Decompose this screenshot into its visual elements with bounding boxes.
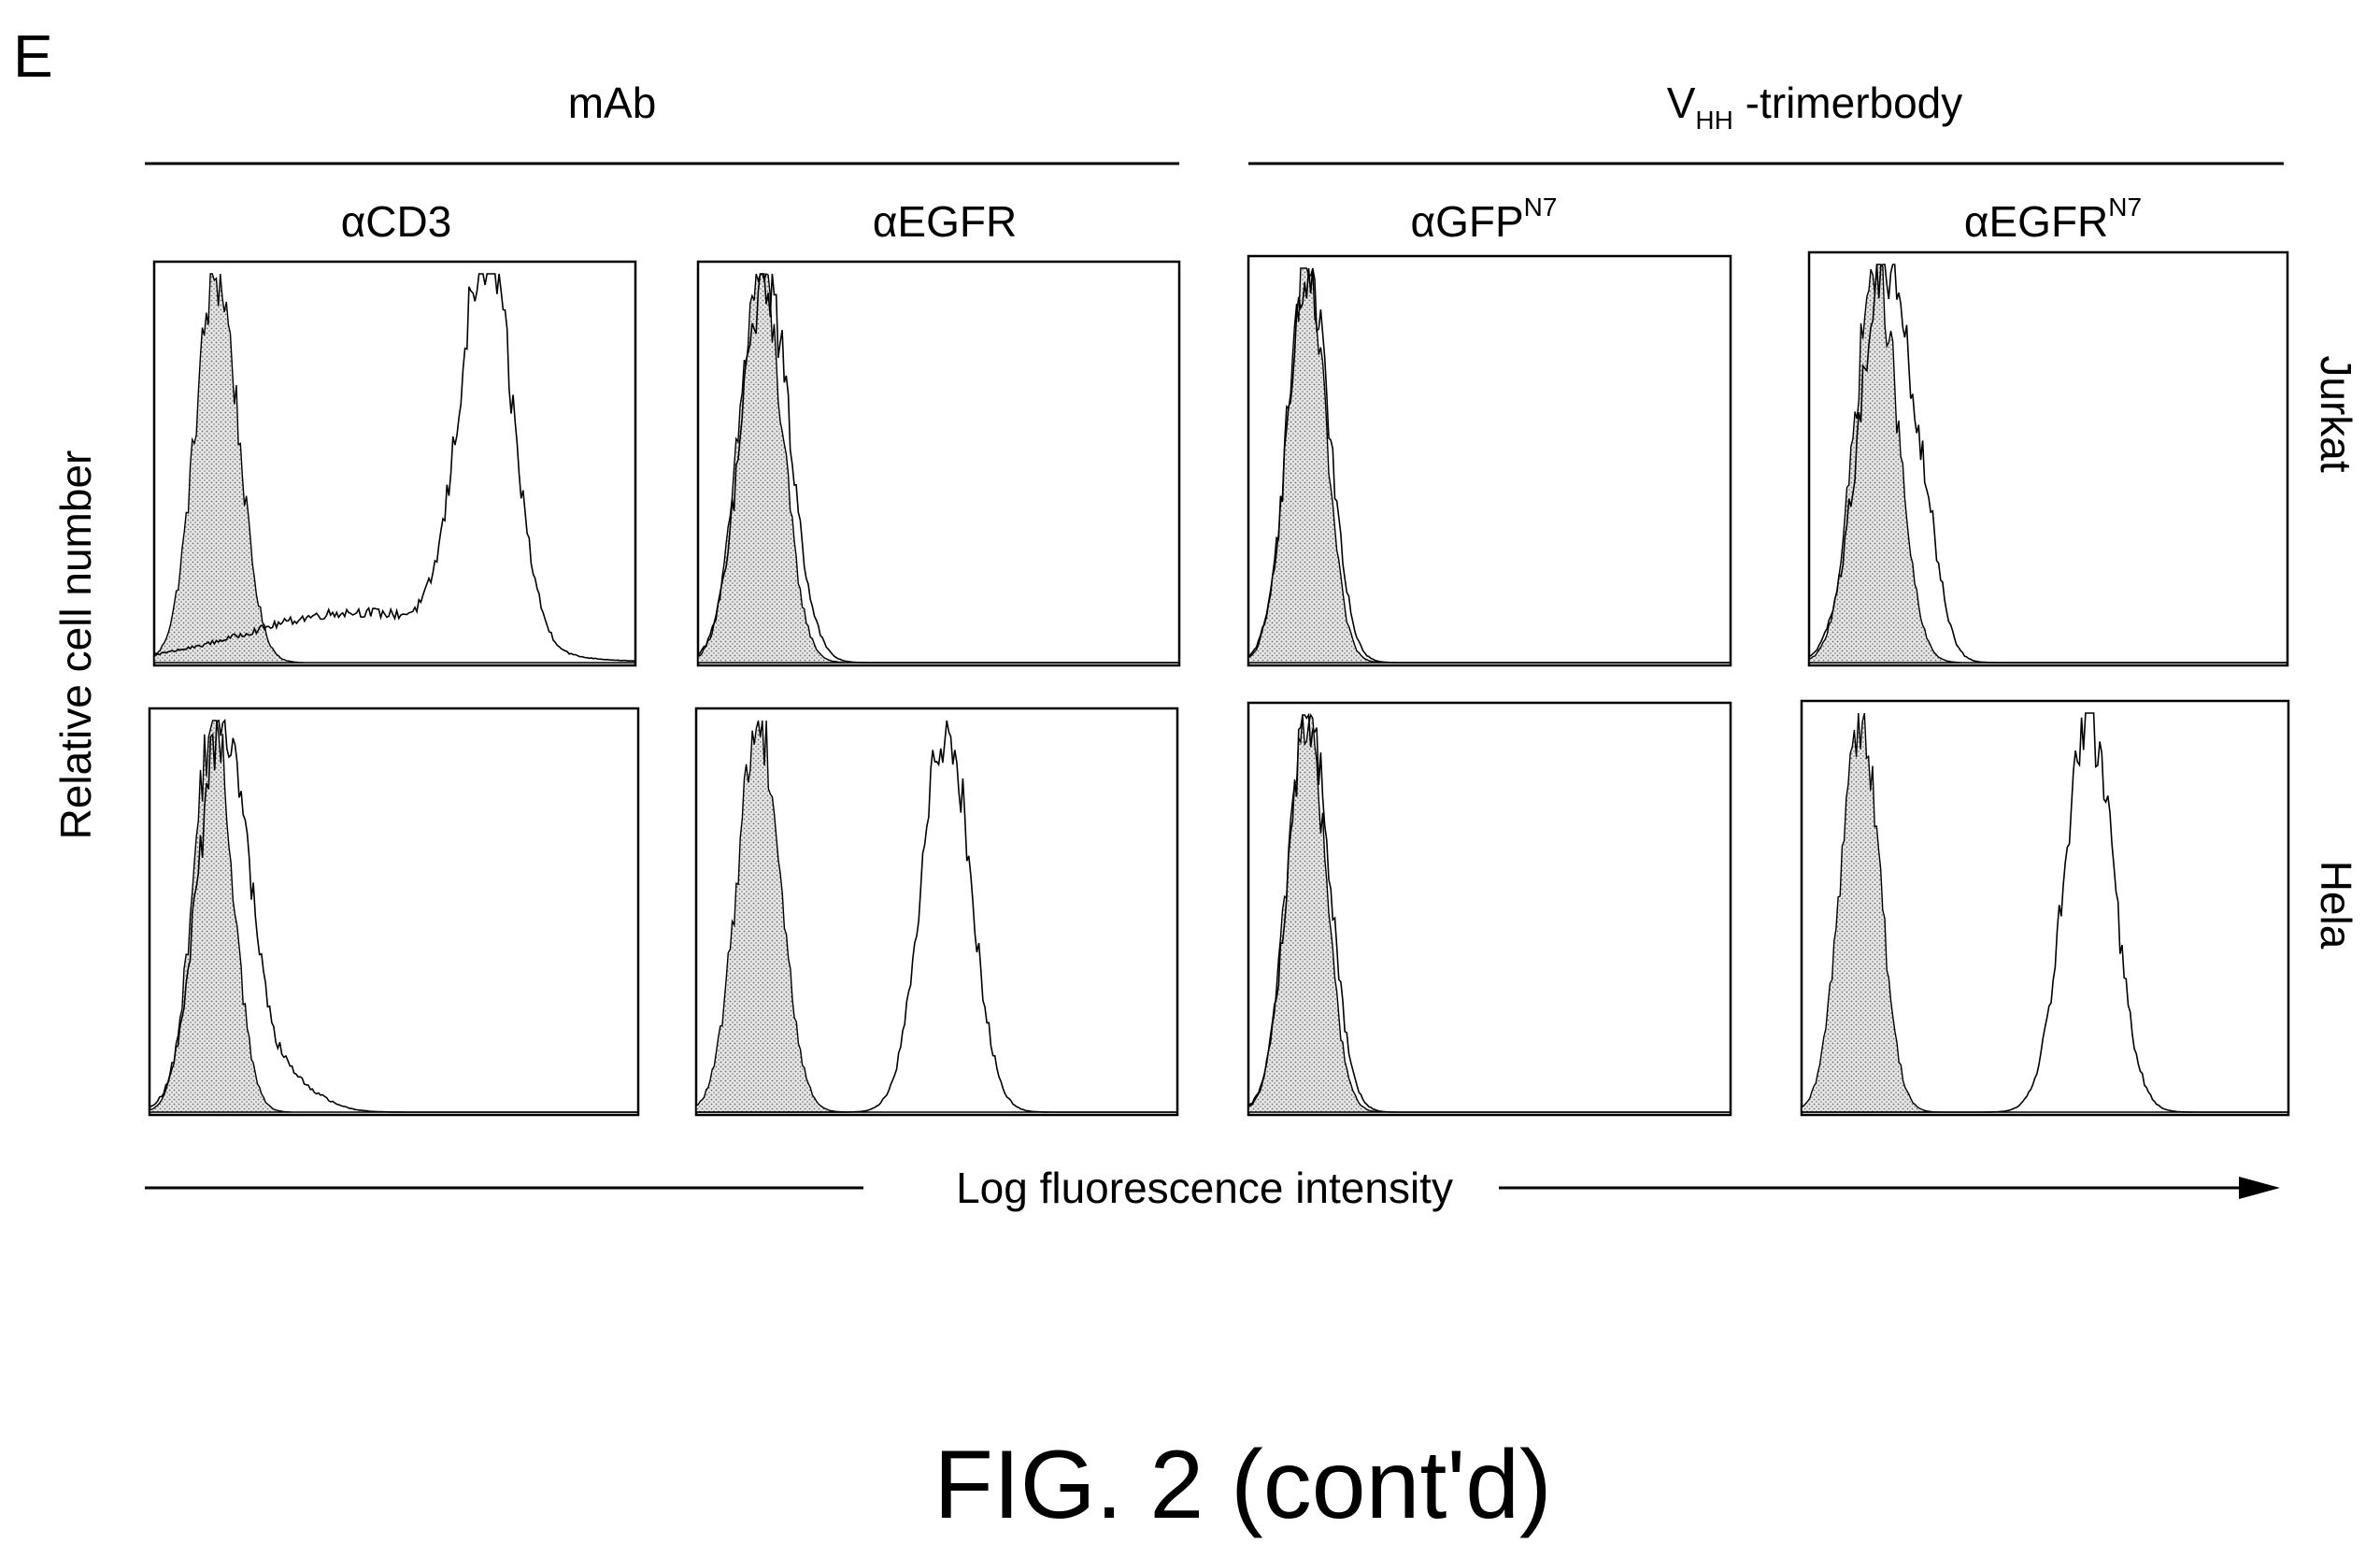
histogram-panel-hela-egfrn7 [1800, 699, 2290, 1117]
figure-caption: FIG. 2 (cont'd) [933, 1431, 1551, 1539]
column-label-aegfr-prefix: α [873, 197, 898, 246]
column-label-aegfr-n7-name: EGFR [1989, 197, 2109, 246]
stained-histogram-jurkat-egfrn7 [1808, 264, 2287, 664]
histogram-panel-hela-egfr [694, 707, 1179, 1117]
row-label-hela: Hela [2312, 861, 2360, 950]
group-label-vhh-trimerbody: VHH -trimerbody [1667, 79, 1963, 135]
column-label-acd3-name: CD3 [365, 197, 451, 246]
histogram-panel-jurkat-egfr [696, 260, 1181, 667]
stained-histogram-hela-egfr [696, 720, 1177, 1113]
column-label-aegfr-n7-sup: N7 [2108, 193, 2142, 221]
group-label-vhh-rest: -trimerbody [1733, 79, 1962, 127]
stained-histogram-jurkat-cd3 [153, 273, 636, 663]
histogram-panel-jurkat-egfrn7 [1807, 250, 2289, 667]
column-label-agfp-n7-prefix: α [1411, 197, 1436, 246]
histogram-panel-hela-gfpn7 [1247, 701, 1732, 1117]
row-label-jurkat: Jurkat [2312, 355, 2360, 472]
column-label-acd3: αCD3 [341, 197, 452, 246]
histogram-panel-jurkat-cd3 [152, 260, 637, 667]
group-label-vhh-subscript: HH [1695, 106, 1732, 135]
stained-histogram-hela-egfrn7 [1802, 712, 2288, 1113]
stained-histogram-hela-cd3 [149, 719, 638, 1113]
stained-histogram-jurkat-gfpn7 [1247, 267, 1731, 664]
stained-histogram-hela-gfpn7 [1247, 712, 1731, 1113]
column-label-aegfr-name: EGFR [897, 197, 1017, 246]
group-label-mab: mAb [568, 79, 657, 127]
histogram-panels [148, 250, 2290, 1117]
y-axis-label: Relative cell number [51, 450, 100, 840]
column-label-aegfr: αEGFR [873, 197, 1017, 246]
control-histogram-jurkat-cd3 [153, 273, 635, 664]
column-label-agfp-n7-sup: N7 [1524, 193, 1558, 221]
column-label-aegfr-n7: αEGFRN7 [1964, 193, 2142, 246]
stained-histogram-jurkat-egfr [697, 273, 1179, 664]
x-axis-arrowhead [2239, 1177, 2280, 1199]
x-axis-label: Log fluorescence intensity [956, 1164, 1453, 1212]
column-label-agfp-n7-name: GFP [1435, 197, 1524, 246]
column-label-aegfr-n7-prefix: α [1964, 197, 1989, 246]
histogram-panel-jurkat-gfpn7 [1247, 254, 1732, 667]
column-label-agfp-n7: αGFPN7 [1411, 193, 1558, 246]
histogram-panel-hela-cd3 [148, 707, 640, 1117]
group-label-vhh-main: V [1667, 79, 1696, 127]
column-label-acd3-prefix: α [341, 197, 366, 246]
panel-letter: E [13, 22, 53, 90]
